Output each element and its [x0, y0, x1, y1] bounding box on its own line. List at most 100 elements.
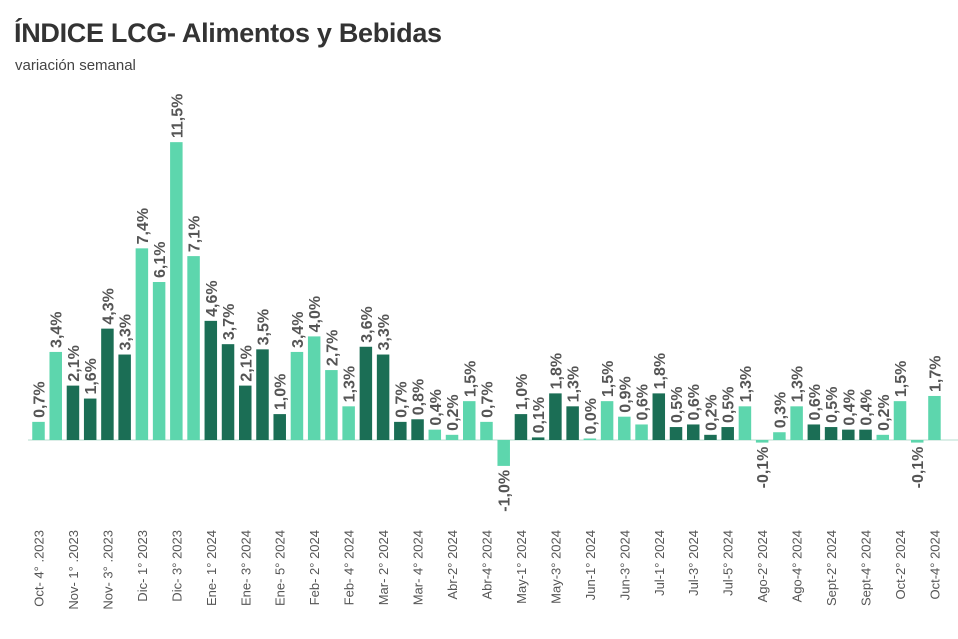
- data-label: 3,7%: [221, 304, 238, 340]
- data-label: 2,1%: [238, 345, 255, 381]
- x-tick-label: Mar- 4° 2024: [411, 530, 426, 605]
- data-label: 0,4%: [859, 389, 876, 425]
- bar: [721, 427, 734, 440]
- data-label: 0,3%: [772, 392, 789, 428]
- bar: [928, 395, 941, 440]
- data-label: 2,7%: [324, 330, 341, 366]
- data-label: 4,6%: [204, 280, 221, 316]
- data-label: 3,4%: [49, 311, 66, 347]
- x-tick-label: Nov- 1° .2023: [66, 530, 81, 610]
- data-label: 0,2%: [703, 394, 720, 430]
- bar: [755, 440, 769, 443]
- data-label: 3,3%: [118, 314, 135, 350]
- bar: [152, 282, 166, 440]
- data-label: 1,3%: [790, 366, 807, 402]
- data-label: 0,5%: [669, 387, 686, 423]
- data-label: 0,4%: [841, 389, 858, 425]
- data-label: 7,1%: [187, 216, 204, 252]
- data-label: 2,1%: [66, 345, 83, 381]
- x-tick-label: Jun-3° 2024: [617, 530, 632, 600]
- bar: [652, 393, 666, 440]
- data-label: -1,0%: [497, 470, 514, 512]
- x-tick-label: Dic- 1° 2023: [135, 530, 150, 602]
- data-label: 3,6%: [359, 306, 376, 342]
- data-label: 1,5%: [462, 361, 479, 397]
- bar: [704, 434, 717, 440]
- bar: [549, 393, 562, 440]
- bar: [514, 414, 528, 440]
- bar: [463, 401, 476, 440]
- bar: [376, 354, 390, 440]
- bar: [83, 398, 97, 440]
- data-label: 1,3%: [738, 366, 755, 402]
- data-label: 6,1%: [152, 242, 169, 278]
- x-tick-label: Oct-4° 2024: [927, 530, 942, 600]
- data-label: 1,8%: [548, 353, 565, 389]
- data-label: -0,1%: [755, 447, 772, 489]
- bar: [359, 346, 373, 440]
- data-label: 1,0%: [514, 374, 531, 410]
- data-label: 0,7%: [479, 381, 496, 417]
- data-label: 7,4%: [135, 208, 152, 244]
- bar: [445, 434, 459, 440]
- x-tick-label: Oct-2° 2024: [893, 530, 908, 600]
- x-tick-label: Ago-4° 2024: [790, 530, 805, 602]
- bar: [256, 349, 269, 440]
- data-label: 3,4%: [290, 311, 307, 347]
- data-label: 0,2%: [876, 394, 893, 430]
- bar: [428, 429, 442, 440]
- x-tick-label: Dic- 3° 2023: [169, 530, 184, 602]
- x-tick-label: Jun-1° 2024: [583, 530, 598, 600]
- data-label: 1,3%: [342, 366, 359, 402]
- data-label: 1,8%: [652, 353, 669, 389]
- bar: [204, 320, 218, 440]
- x-tick-label: May-1° 2024: [514, 530, 529, 604]
- bar: [118, 354, 131, 440]
- data-label: 0,4%: [428, 389, 445, 425]
- data-label: 1,7%: [927, 356, 944, 392]
- x-tick-label: Ene- 5° 2024: [273, 530, 288, 606]
- bar: [411, 419, 424, 440]
- chart-subtitle: variación semanal: [15, 57, 136, 74]
- bar: [910, 440, 924, 443]
- bar: [135, 248, 149, 440]
- data-label: 3,5%: [255, 309, 272, 345]
- bar: [307, 336, 321, 440]
- bar: [600, 401, 614, 440]
- x-tick-label: Mar- 2° 2024: [376, 530, 391, 605]
- data-label: 1,5%: [600, 361, 617, 397]
- x-tick-label: Ago-2° 2024: [755, 530, 770, 602]
- bar: [635, 424, 648, 440]
- x-tick-label: Oct- 4° .2023: [32, 530, 47, 607]
- bar: [497, 440, 510, 466]
- data-label: 0,6%: [686, 384, 703, 420]
- bar: [566, 406, 579, 440]
- bar: [480, 421, 493, 440]
- data-label: 4,3%: [100, 288, 117, 324]
- chart-title: ÍNDICE LCG- Alimentos y Bebidas: [14, 18, 442, 48]
- bar: [773, 432, 786, 440]
- bar: [893, 401, 907, 440]
- data-label: 0,8%: [411, 379, 428, 415]
- x-tick-label: May-3° 2024: [548, 530, 563, 604]
- data-label: 0,2%: [445, 394, 462, 430]
- data-label: 1,3%: [566, 366, 583, 402]
- bar: [221, 344, 235, 440]
- bar: [859, 429, 872, 440]
- bar: [876, 434, 890, 440]
- x-tick-label: Abr-2° 2024: [445, 530, 460, 600]
- data-label: 0,9%: [617, 376, 634, 412]
- bar: [618, 416, 631, 440]
- data-label: 1,5%: [893, 361, 910, 397]
- bar: [290, 351, 304, 440]
- data-label: 1,6%: [83, 358, 100, 394]
- x-tick-label: Jul-5° 2024: [721, 530, 736, 596]
- x-tick-label: Feb- 4° 2024: [342, 530, 357, 605]
- data-label: 0,5%: [721, 387, 738, 423]
- data-label: 0,1%: [531, 397, 548, 433]
- x-tick-label: Nov- 3° .2023: [100, 530, 115, 610]
- x-tick-label: Ene- 3° 2024: [238, 530, 253, 606]
- bar: [842, 429, 855, 440]
- bar: [49, 351, 62, 440]
